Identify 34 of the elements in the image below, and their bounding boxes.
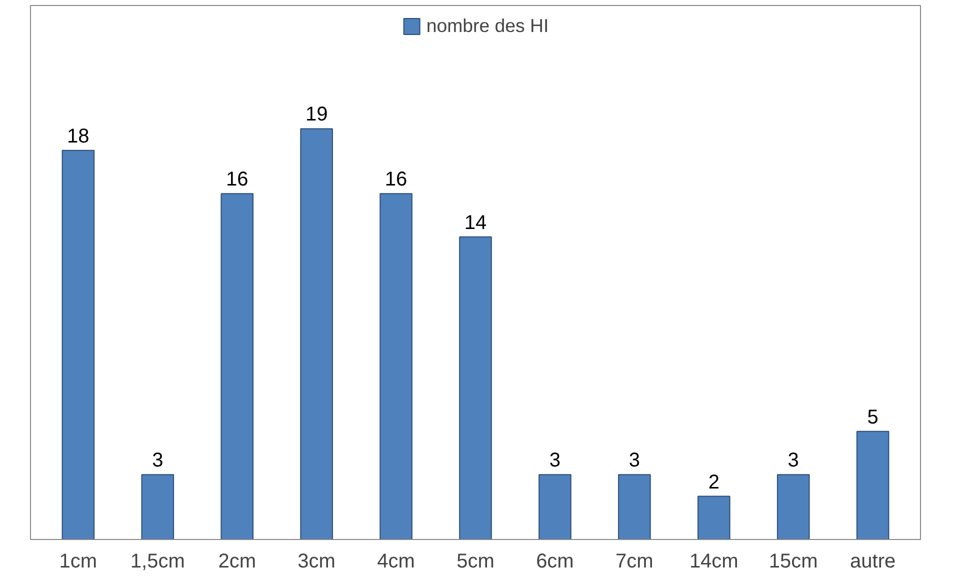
data-label: 3 [549, 450, 561, 472]
x-tick-label: 5cm [456, 550, 494, 572]
bar [618, 474, 651, 540]
bar [220, 193, 254, 540]
data-label: 18 [67, 125, 90, 148]
x-tick-label: 15cm [768, 550, 818, 572]
x-tick-label: 6cm [536, 550, 574, 572]
x-tick-label: 4cm [377, 550, 415, 572]
bar [698, 496, 730, 540]
data-label: 16 [384, 168, 408, 191]
x-tick-label: 1,5cm [130, 550, 185, 572]
x-tick-label: 1cm [59, 550, 98, 572]
x-tick-label: autre [850, 550, 896, 572]
data-label: 3 [628, 450, 640, 472]
bar [856, 430, 890, 540]
bar [141, 474, 174, 540]
data-label: 16 [226, 168, 248, 191]
bar [776, 474, 810, 540]
x-tick-label: 2cm [218, 550, 256, 572]
x-tick-label: 14cm [689, 550, 738, 572]
data-label: 19 [305, 104, 328, 126]
data-label: 5 [867, 406, 878, 428]
data-label: 3 [152, 450, 164, 472]
bar [62, 150, 95, 540]
data-label: 3 [788, 450, 799, 472]
x-tick-label: 7cm [616, 550, 654, 572]
bar [459, 236, 492, 540]
bar [380, 193, 412, 540]
x-tick-label: 3cm [298, 550, 336, 572]
bar [538, 474, 572, 540]
data-label: 2 [708, 471, 720, 494]
bar [300, 128, 333, 540]
legend-label: nombre des HI [426, 15, 549, 37]
data-label: 14 [464, 212, 487, 234]
